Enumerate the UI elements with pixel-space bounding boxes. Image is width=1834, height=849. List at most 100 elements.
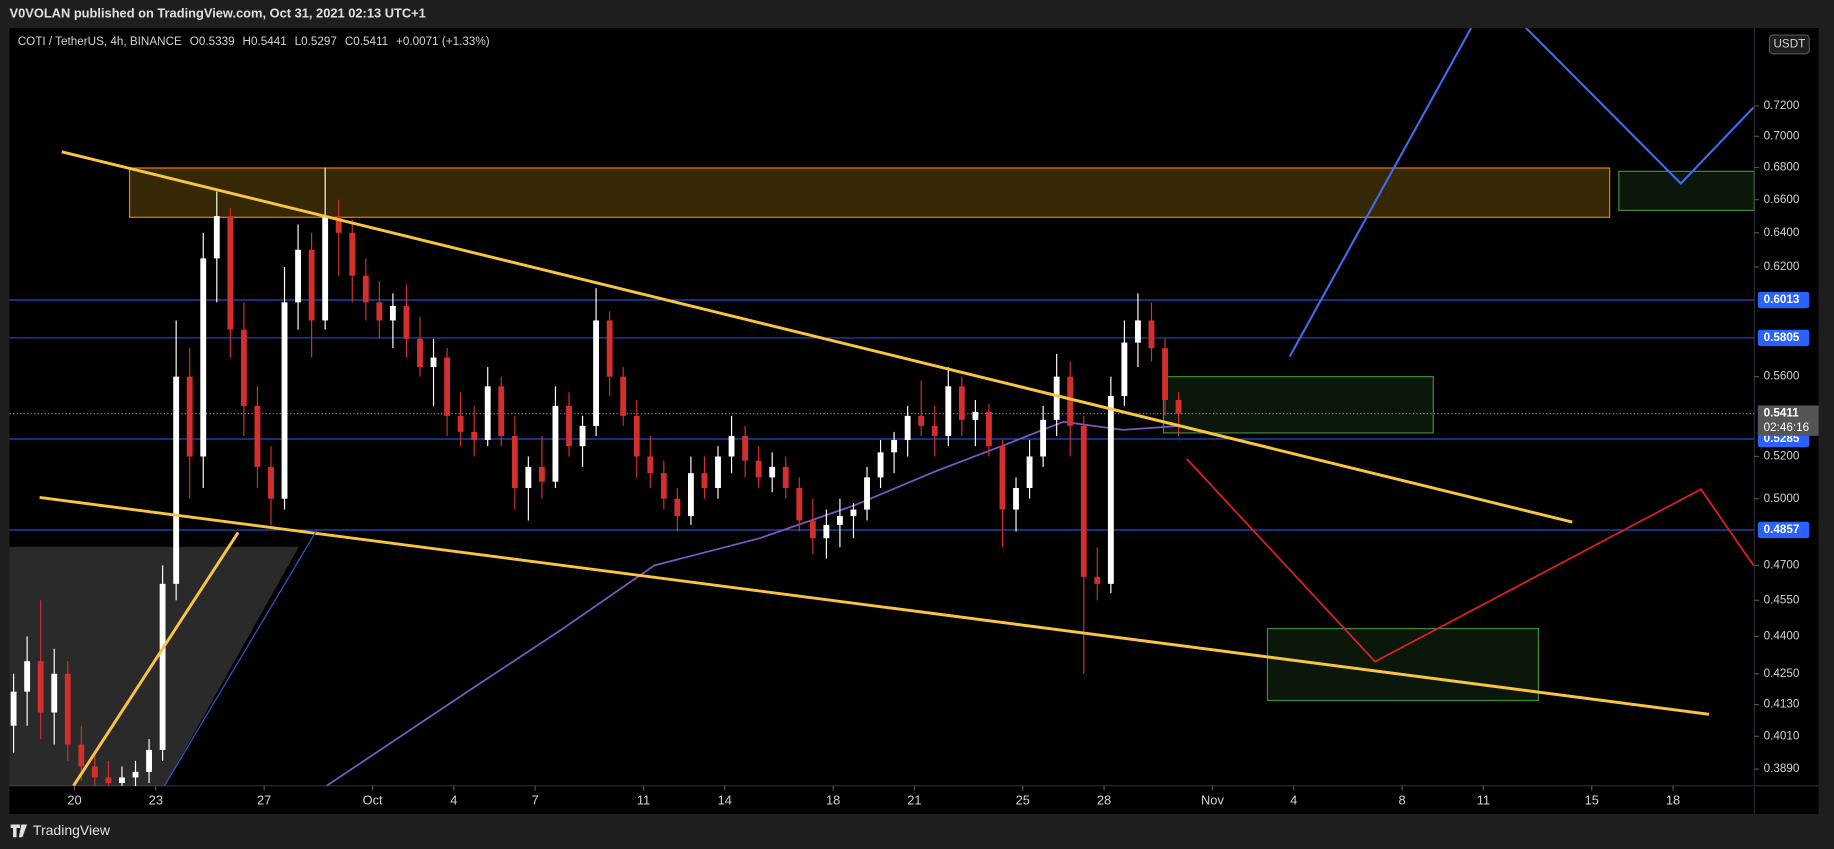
candle-body — [471, 431, 478, 441]
y-tick-label: 0.5200 — [1764, 450, 1800, 463]
y-tick-label: 0.4130 — [1764, 698, 1800, 711]
candle-body — [254, 405, 261, 467]
trend-line — [1288, 28, 1755, 358]
x-tick-label: Oct — [363, 792, 383, 807]
candle-body — [538, 466, 545, 482]
x-tick-label: 25 — [1016, 792, 1030, 807]
candle-body — [958, 386, 965, 420]
y-tick-label: 0.6800 — [1764, 161, 1800, 174]
candle-body — [918, 415, 925, 426]
candle-body — [823, 524, 830, 539]
y-tick-label: 0.6400 — [1764, 226, 1800, 239]
candle-body — [417, 338, 423, 368]
ohlc-value: C0.5411 — [345, 35, 388, 48]
candle-body — [1053, 376, 1060, 420]
candle-body — [687, 473, 694, 517]
zone — [128, 167, 1611, 218]
plot — [9, 28, 1755, 786]
x-tick-label: 28 — [1097, 792, 1111, 807]
candle-body — [511, 435, 518, 489]
candle-body — [64, 673, 71, 745]
candle-body — [1026, 456, 1033, 489]
x-tick-label: 27 — [257, 792, 271, 807]
legend: COTI / TetherUS, 4h, BINANCE O0.5339 H0.… — [18, 35, 490, 48]
candle-body — [362, 275, 369, 303]
candle-body — [620, 376, 627, 416]
candle-body — [484, 386, 491, 441]
candle-body — [213, 216, 220, 259]
x-tick-label: 7 — [532, 792, 539, 807]
candle-body — [796, 488, 803, 521]
trend-line — [163, 530, 318, 786]
x-tick-label: 11 — [637, 792, 650, 807]
price-badge-label: 0.5805 — [1764, 331, 1800, 344]
candle-body — [389, 305, 396, 321]
ohlc-value: H0.5441 — [243, 35, 287, 48]
candle-body — [891, 440, 898, 453]
candle-body — [186, 376, 193, 457]
x-tick-label: 23 — [149, 792, 163, 807]
symbol: COTI / TetherUS, 4h, BINANCE — [18, 35, 182, 48]
x-tick-label: Nov — [1201, 792, 1224, 807]
candle-body — [782, 466, 789, 489]
trend-line — [72, 531, 240, 786]
candle-body — [1162, 348, 1168, 400]
candle-body — [715, 456, 721, 489]
currency-badge — [1768, 34, 1810, 55]
candle-body — [769, 466, 776, 478]
candle-body — [91, 766, 98, 778]
candle-body — [430, 357, 437, 368]
candle-body — [864, 477, 870, 510]
currency: USDT — [1773, 38, 1805, 51]
candle-body — [850, 509, 857, 517]
y-tick-label: 0.5000 — [1764, 492, 1800, 505]
y-tick-label: 0.4550 — [1764, 593, 1800, 606]
candle-body — [1148, 320, 1155, 349]
price-badge — [1757, 291, 1810, 309]
brand-logo — [10, 824, 28, 838]
candle-body — [159, 583, 166, 750]
candle-body — [376, 302, 383, 321]
candle-body — [1107, 396, 1114, 584]
x-tick-label: 4 — [1290, 792, 1297, 807]
candle-body — [999, 446, 1006, 510]
candle-body — [566, 405, 572, 447]
candle-body — [660, 473, 667, 499]
candle-body — [24, 661, 31, 692]
countdown: 02:46:16 — [1764, 421, 1810, 434]
candle-body — [904, 415, 911, 441]
candle-body — [986, 411, 992, 447]
x-tick-label: 4 — [450, 792, 457, 807]
candle-body — [633, 415, 640, 457]
candle-body — [1175, 399, 1182, 414]
y-tick-label: 0.6200 — [1764, 260, 1800, 273]
candle-body — [972, 411, 979, 420]
candle-body — [1040, 419, 1047, 457]
candle-body — [945, 386, 952, 436]
publisher: V0VOLAN published on TradingView.com, Oc… — [10, 5, 426, 20]
y-tick-label: 0.4400 — [1764, 630, 1800, 643]
zone — [1162, 376, 1434, 434]
candle-body — [10, 691, 17, 726]
x-tick-label: 8 — [1399, 792, 1406, 807]
last-price-label: 0.5411 — [1764, 407, 1800, 420]
y-tick-label: 0.3890 — [1764, 762, 1800, 775]
candle-body — [105, 777, 112, 784]
y-tick-label: 0.5600 — [1764, 370, 1800, 383]
candle-body — [200, 258, 207, 457]
candle-body — [37, 661, 44, 713]
candle-body — [173, 376, 180, 584]
candle-body — [281, 302, 288, 499]
x-tick-label: 18 — [1666, 792, 1680, 807]
y-tick-label: 0.7200 — [1764, 99, 1800, 112]
candle-body — [349, 232, 356, 276]
candle-body — [525, 466, 532, 489]
candle-body — [146, 749, 152, 772]
ohlc-value: O0.5339 — [190, 35, 235, 48]
price-badge — [1757, 329, 1810, 347]
candle-body — [308, 249, 315, 321]
x-tick-label: 20 — [67, 792, 81, 807]
trend-line — [1186, 458, 1755, 663]
candle-body — [742, 435, 749, 461]
